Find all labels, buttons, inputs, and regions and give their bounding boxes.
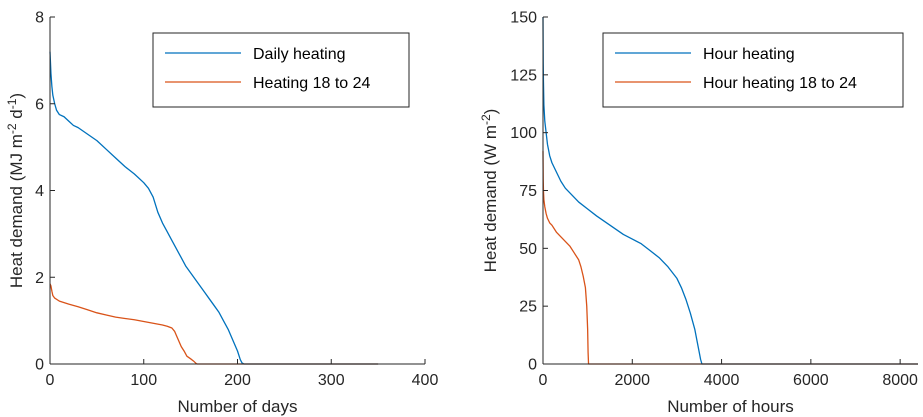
y-tick-label: 25 xyxy=(519,299,537,316)
chart-1: 0 100 200 300 400 0 2 4 6 8 Number of days Heat dem… xyxy=(5,10,438,417)
y-axis-label-part: d xyxy=(7,109,26,123)
y-tick-label: 100 xyxy=(510,125,537,142)
legend-box xyxy=(152,32,410,108)
y-axis-label: Heat demand (MJ m-2 d-1) xyxy=(5,93,26,288)
x-tick-label: 0 xyxy=(46,372,55,389)
x-tick-label: 200 xyxy=(224,372,251,389)
legend-label-2: Heating 18 to 24 xyxy=(253,75,371,92)
series-line-1 xyxy=(542,16,918,365)
y-tick-label: 8 xyxy=(35,10,44,27)
legend: Hour heating Hour heating 18 to 24 xyxy=(602,32,904,108)
y-axis-label-part: Heat demand (MJ m xyxy=(7,134,26,288)
x-tick-label: 8000 xyxy=(882,372,918,389)
y-tick-label: 2 xyxy=(35,270,44,287)
y-tick-label: 4 xyxy=(35,183,44,200)
x-axis-label: Number of days xyxy=(178,397,298,416)
legend-box xyxy=(602,32,904,108)
x-tick-label: 300 xyxy=(318,372,345,389)
y-axis-label-superscript: -2 xyxy=(5,123,19,134)
y-axis-label-part: ) xyxy=(7,93,26,99)
y-axis-label: Heat demand (W m-2) xyxy=(479,109,500,273)
y-tick-label: 0 xyxy=(528,357,537,374)
x-tick-label: 4000 xyxy=(704,372,740,389)
series-line-2 xyxy=(542,151,918,365)
x-tick-label: 100 xyxy=(130,372,157,389)
x-axis-label: Number of hours xyxy=(667,397,794,416)
y-axis-label-superscript: -1 xyxy=(5,98,19,109)
series-line-2 xyxy=(49,283,379,365)
x-tick-label: 6000 xyxy=(793,372,829,389)
y-tick-label: 50 xyxy=(519,241,537,258)
y-tick-label: 75 xyxy=(519,183,537,200)
y-tick-label: 125 xyxy=(510,67,537,84)
y-tick-label: 6 xyxy=(35,96,44,113)
legend-label-1: Hour heating xyxy=(703,46,795,63)
x-tick-label: 2000 xyxy=(614,372,650,389)
series-line-1 xyxy=(49,51,379,365)
y-axis-label-part: Heat demand (W m xyxy=(481,125,500,272)
y-axis-label-superscript: -2 xyxy=(479,114,493,125)
legend: Daily heating Heating 18 to 24 xyxy=(152,32,410,108)
legend-label-1: Daily heating xyxy=(253,46,346,63)
y-axis-label-part: ) xyxy=(481,109,500,115)
y-tick-label: 0 xyxy=(35,357,44,374)
x-tick-label: 0 xyxy=(539,372,548,389)
y-tick-label: 150 xyxy=(510,10,537,27)
legend-label-2: Hour heating 18 to 24 xyxy=(703,75,857,92)
chart-2: 0 2000 4000 6000 8000 0 25 50 75 100 125 150 Number … xyxy=(479,10,918,417)
x-tick-label: 400 xyxy=(412,372,439,389)
